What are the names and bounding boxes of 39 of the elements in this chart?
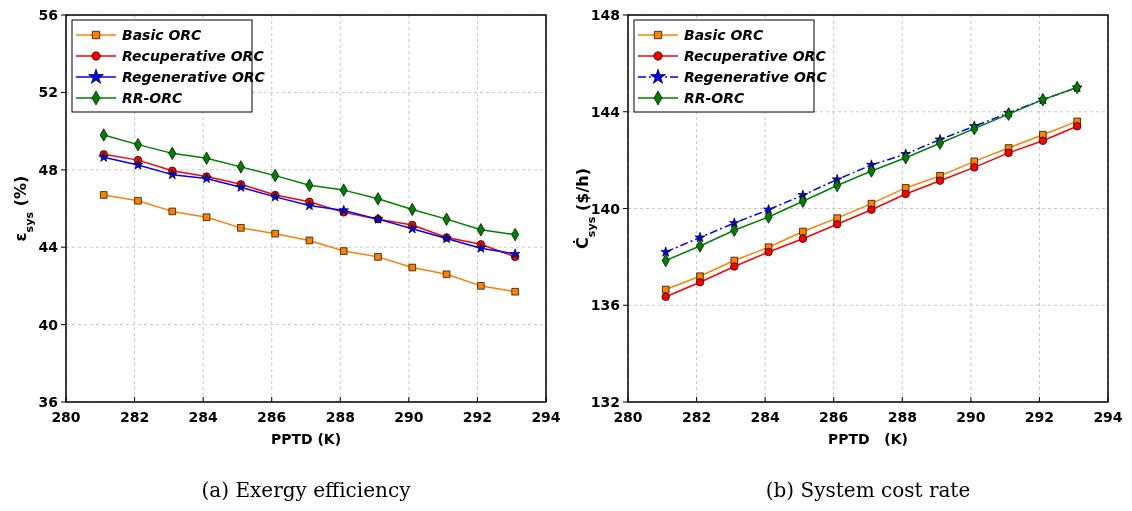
legend-label: Recuperative ORC xyxy=(684,48,827,64)
y-tick-label: 140 xyxy=(590,200,621,217)
y-tick-label: 48 xyxy=(38,161,58,178)
legend-label: Regenerative ORC xyxy=(122,69,266,85)
x-tick-label: 280 xyxy=(613,409,643,425)
y-tick-label: 148 xyxy=(590,7,620,23)
x-axis-title: PPTD (K) xyxy=(828,431,908,447)
y-tick-label: 136 xyxy=(590,297,620,314)
x-tick-label: 294 xyxy=(1093,409,1123,425)
y-tick-label: 40 xyxy=(38,316,59,333)
x-tick-label: 290 xyxy=(956,409,986,425)
x-tick-label: 280 xyxy=(51,409,81,425)
x-tick-label: 284 xyxy=(188,409,219,425)
y-tick-label: 132 xyxy=(590,394,620,410)
x-tick-label: 286 xyxy=(257,409,287,425)
y-tick-label: 44 xyxy=(38,239,59,256)
legend-label: Basic ORC xyxy=(122,27,203,43)
y-tick-label: 144 xyxy=(590,103,621,120)
y-tick-label: 52 xyxy=(38,84,58,101)
x-tick-label: 292 xyxy=(462,409,493,425)
legend-label: Basic ORC xyxy=(684,27,765,43)
x-tick-label: 288 xyxy=(325,409,355,425)
x-tick-label: 284 xyxy=(750,409,781,425)
legend-label: RR-ORC xyxy=(684,90,746,106)
x-tick-label: 286 xyxy=(819,409,849,425)
x-tick-label: 294 xyxy=(531,409,561,425)
x-axis-title: PPTD (K) xyxy=(270,431,342,447)
y-tick-label: 56 xyxy=(38,7,58,23)
text: (b) System cost rate xyxy=(765,478,971,502)
x-tick-label: 292 xyxy=(1024,409,1055,425)
text: (a) Exergy efficiency xyxy=(201,478,412,502)
legend-label: Recuperative ORC xyxy=(122,48,265,64)
x-tick-label: 288 xyxy=(887,409,917,425)
legend-label: Regenerative ORC xyxy=(684,69,828,85)
x-tick-label: 282 xyxy=(681,409,712,425)
x-tick-label: 290 xyxy=(394,409,424,425)
x-tick-label: 282 xyxy=(119,409,150,425)
legend-label: RR-ORC xyxy=(122,90,184,106)
y-tick-label: 36 xyxy=(38,394,58,410)
